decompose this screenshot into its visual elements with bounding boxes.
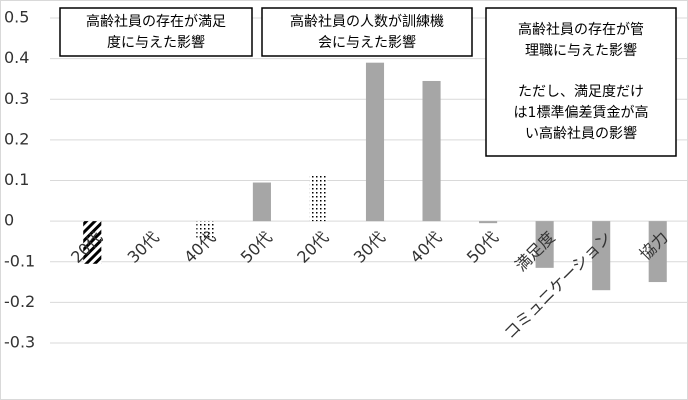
y-tick-label: 0	[4, 211, 14, 230]
y-tick-label: -0.2	[4, 292, 35, 311]
bar	[648, 221, 667, 283]
bar	[252, 182, 271, 222]
annotation-text: 高齢社員の存在が満足	[86, 13, 226, 30]
y-tick-label: 0.5	[4, 8, 29, 27]
annotation-text: 度に与えた影響	[107, 34, 205, 51]
y-tick-label: 0.3	[4, 89, 29, 108]
annotation-text: は1標準偏差賃金が高	[514, 104, 649, 121]
y-tick-label: 0.4	[4, 48, 29, 67]
y-tick-label: 0.2	[4, 129, 29, 148]
annotation-text: い高齢社員の影響	[525, 125, 637, 142]
y-tick-label: -0.3	[4, 333, 35, 352]
annotation-text: 高齢社員の人数が訓練機	[290, 13, 444, 30]
bar	[196, 221, 215, 240]
bar	[479, 221, 498, 224]
bar	[592, 221, 611, 291]
annotation-box	[485, 7, 677, 157]
annotation-text: 高齢社員の存在が管	[518, 21, 644, 38]
bar	[83, 221, 102, 264]
annotation-box	[261, 7, 473, 57]
annotation-text: 会に与えた影響	[318, 34, 416, 51]
annotation-box	[59, 7, 253, 57]
bar	[422, 80, 441, 222]
annotation-text: ただし、満足度だけ	[518, 84, 644, 100]
bar	[309, 174, 328, 222]
annotation-text: 理職に与えた影響	[525, 42, 637, 59]
bar	[535, 221, 554, 268]
bar	[365, 62, 385, 222]
y-tick-label: -0.1	[4, 251, 35, 270]
annotation: 高齢社員の存在が管理職に与えた影響ただし、満足度だけは1標準偏差賃金が高い高齢社…	[485, 7, 677, 157]
y-tick-label: 0.1	[4, 170, 29, 189]
